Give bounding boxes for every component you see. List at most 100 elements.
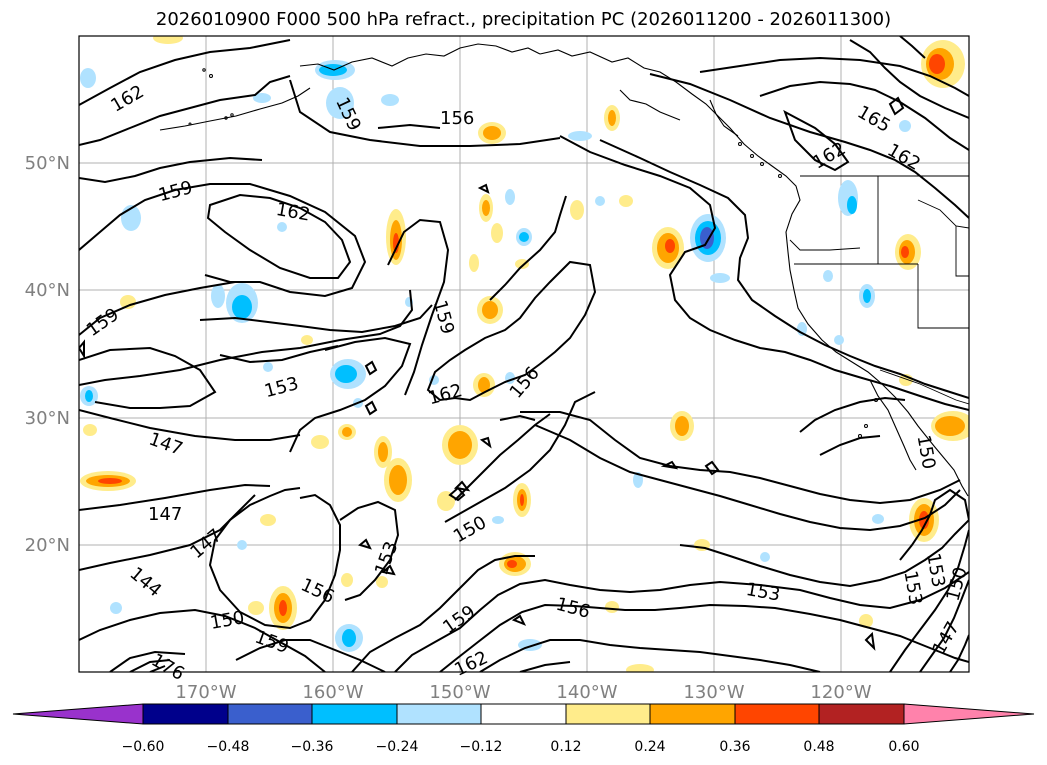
- lon-label: 160°W: [302, 682, 363, 703]
- contour-label: 156: [297, 574, 337, 608]
- colorbar-segment: [227, 703, 313, 725]
- colorbar-segment: [818, 703, 905, 725]
- precip-blob: [872, 514, 884, 524]
- refractivity-contours: [79, 36, 969, 672]
- precip-blob: [341, 573, 353, 587]
- colorbar-segment: [734, 703, 820, 725]
- longitude-labels: 170°W 160°W 150°W 140°W 130°W 120°W: [175, 682, 871, 703]
- precip-blob: [232, 295, 252, 319]
- contour-label: 176: [148, 650, 188, 685]
- precip-blob: [515, 259, 529, 269]
- precip-blob: [608, 110, 616, 126]
- graticule: [79, 36, 969, 672]
- precip-blob: [482, 301, 498, 319]
- precip-blob: [83, 424, 97, 436]
- precip-blob: [110, 602, 122, 614]
- precip-blob: [342, 427, 352, 437]
- precip-blob: [507, 560, 517, 568]
- colorbar-segment: [396, 703, 482, 725]
- precip-blob: [847, 196, 857, 214]
- precip-blob: [342, 629, 356, 647]
- precip-blob: [570, 200, 584, 220]
- precip-blob: [277, 222, 287, 232]
- precip-blob: [700, 227, 714, 249]
- precip-blob: [153, 36, 183, 44]
- precip-blob: [605, 601, 619, 613]
- precip-blob: [482, 200, 490, 216]
- lon-label: 130°W: [683, 682, 744, 703]
- precip-blob: [519, 232, 529, 242]
- precip-blob: [248, 601, 264, 615]
- precip-blob: [633, 472, 643, 488]
- map-frame: [78, 35, 970, 673]
- precip-blob: [469, 254, 479, 272]
- precip-blob: [237, 540, 247, 550]
- precip-blob: [389, 465, 407, 495]
- precip-blob: [901, 246, 909, 258]
- colorbar-tick-label: 0.24: [634, 739, 665, 755]
- contour-label: 150: [209, 607, 246, 634]
- colorbar-segment: [565, 703, 651, 725]
- lat-label: 50°N: [25, 153, 70, 174]
- contour-label: 153: [744, 579, 781, 606]
- colorbar-ticks: −0.60 −0.48 −0.36 −0.24 −0.12 0.12 0.24 …: [122, 739, 920, 755]
- precip-blob: [80, 68, 96, 88]
- precip-blob: [492, 516, 504, 524]
- precip-blob: [665, 239, 675, 253]
- precip-blob: [760, 552, 770, 562]
- precip-blob: [376, 576, 388, 588]
- country-borders: [789, 175, 969, 405]
- precip-blob: [120, 295, 136, 309]
- precip-blob: [448, 431, 472, 459]
- precip-blob: [619, 195, 633, 207]
- colorbar-segment: [649, 703, 736, 725]
- precip-blob: [98, 478, 122, 484]
- precip-blob: [483, 126, 501, 140]
- contour-label: 159: [83, 304, 123, 341]
- contour-label: 153: [922, 552, 949, 589]
- precip-blob: [211, 284, 225, 308]
- precip-blob: [834, 335, 844, 345]
- precip-blob: [85, 390, 93, 402]
- precip-blob: [859, 614, 873, 628]
- precip-blob: [491, 223, 503, 243]
- precip-blob: [260, 514, 276, 526]
- precip-blob: [595, 196, 605, 206]
- lat-label: 30°N: [25, 408, 70, 429]
- contour-label: 153: [262, 373, 301, 402]
- colorbar-tick-label: 0.36: [719, 739, 750, 755]
- precip-blob: [568, 131, 592, 141]
- precip-blob: [929, 54, 945, 74]
- precip-blob: [279, 600, 287, 616]
- colorbar-segment: [311, 703, 398, 725]
- precip-blob: [899, 120, 911, 132]
- contour-label: 156: [440, 108, 474, 129]
- precip-blob: [378, 442, 388, 462]
- contour-label: 153: [899, 569, 926, 606]
- contour-labels: 162 159 156 162 159 162 165 162 159 159 …: [83, 81, 972, 685]
- precip-blob: [335, 365, 357, 383]
- contour-label: 156: [506, 363, 544, 403]
- precip-blob: [478, 377, 490, 393]
- colorbar-segment: [142, 703, 229, 725]
- precip-blob: [381, 94, 399, 106]
- contour-label: 159: [252, 627, 291, 658]
- lat-label: 20°N: [25, 535, 70, 556]
- precip-blob: [710, 273, 730, 283]
- contour-label: 159: [439, 601, 479, 638]
- lat-label: 40°N: [25, 280, 70, 301]
- precip-blob: [863, 289, 871, 303]
- contour-label: 165: [854, 102, 894, 137]
- contour-label: 162: [451, 647, 491, 681]
- precip-blob: [823, 270, 833, 282]
- colorbar-extend-high: [903, 703, 1035, 725]
- precip-blob: [326, 87, 354, 119]
- contour-label: 147: [148, 504, 182, 525]
- small-contour-features: [79, 96, 905, 651]
- colorbar-tick-label: −0.60: [122, 739, 165, 755]
- lon-label: 150°W: [429, 682, 490, 703]
- precip-blob: [263, 362, 273, 372]
- latitude-labels: 50°N 40°N 30°N 20°N: [25, 153, 70, 556]
- colorbar: [12, 703, 1035, 725]
